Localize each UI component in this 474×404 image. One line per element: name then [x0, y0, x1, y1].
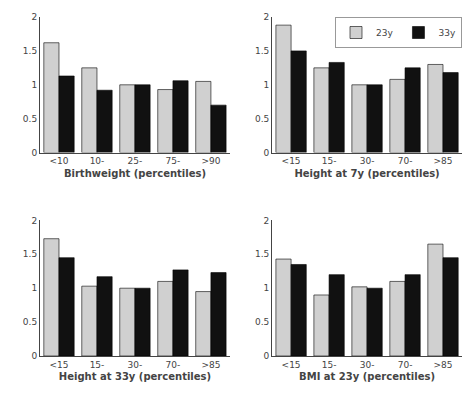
svg-text:1.5: 1.5 — [23, 249, 37, 259]
svg-text:1: 1 — [264, 283, 270, 293]
svg-text:2: 2 — [264, 12, 270, 22]
svg-text:15-: 15- — [90, 360, 105, 370]
svg-text:30-: 30- — [128, 360, 143, 370]
svg-text:30-: 30- — [360, 156, 375, 166]
svg-text:10-: 10- — [90, 156, 105, 166]
svg-text:Birthweight (percentiles): Birthweight (percentiles) — [64, 168, 206, 179]
svg-text:Height at 7y (percentiles): Height at 7y (percentiles) — [294, 168, 439, 179]
svg-text:<15: <15 — [282, 156, 301, 166]
svg-text:1.5: 1.5 — [255, 46, 269, 56]
svg-text:25-: 25- — [128, 156, 143, 166]
svg-text:2: 2 — [31, 216, 37, 226]
svg-text:1: 1 — [31, 283, 37, 293]
svg-text:1.5: 1.5 — [255, 249, 269, 259]
svg-text:30-: 30- — [360, 360, 375, 370]
svg-text:0.5: 0.5 — [23, 114, 37, 124]
svg-text:>90: >90 — [201, 156, 220, 166]
svg-text:23y: 23y — [376, 28, 393, 38]
svg-text:0.5: 0.5 — [23, 317, 37, 327]
svg-text:1: 1 — [264, 80, 270, 90]
svg-text:<10: <10 — [49, 156, 68, 166]
svg-text:>85: >85 — [434, 360, 453, 370]
svg-text:0: 0 — [31, 351, 37, 361]
svg-text:0.5: 0.5 — [255, 114, 269, 124]
svg-text:1: 1 — [31, 80, 37, 90]
svg-text:0.5: 0.5 — [255, 317, 269, 327]
svg-text:15-: 15- — [322, 360, 337, 370]
svg-text:BMI at 23y (percentiles): BMI at 23y (percentiles) — [299, 371, 435, 382]
svg-text:<15: <15 — [282, 360, 301, 370]
svg-text:<15: <15 — [49, 360, 68, 370]
svg-text:70-: 70- — [166, 360, 181, 370]
svg-text:Height at 33y (percentiles): Height at 33y (percentiles) — [59, 371, 211, 382]
svg-text:>85: >85 — [201, 360, 220, 370]
svg-text:0: 0 — [264, 148, 270, 158]
svg-text:33y: 33y — [438, 28, 455, 38]
svg-text:70-: 70- — [398, 360, 413, 370]
svg-text:>85: >85 — [434, 156, 453, 166]
svg-text:1.5: 1.5 — [23, 46, 37, 56]
svg-text:15-: 15- — [322, 156, 337, 166]
svg-text:2: 2 — [264, 216, 270, 226]
svg-text:2: 2 — [31, 12, 37, 22]
svg-text:75-: 75- — [166, 156, 181, 166]
svg-text:0: 0 — [31, 148, 37, 158]
svg-text:70-: 70- — [398, 156, 413, 166]
svg-text:0: 0 — [264, 351, 270, 361]
